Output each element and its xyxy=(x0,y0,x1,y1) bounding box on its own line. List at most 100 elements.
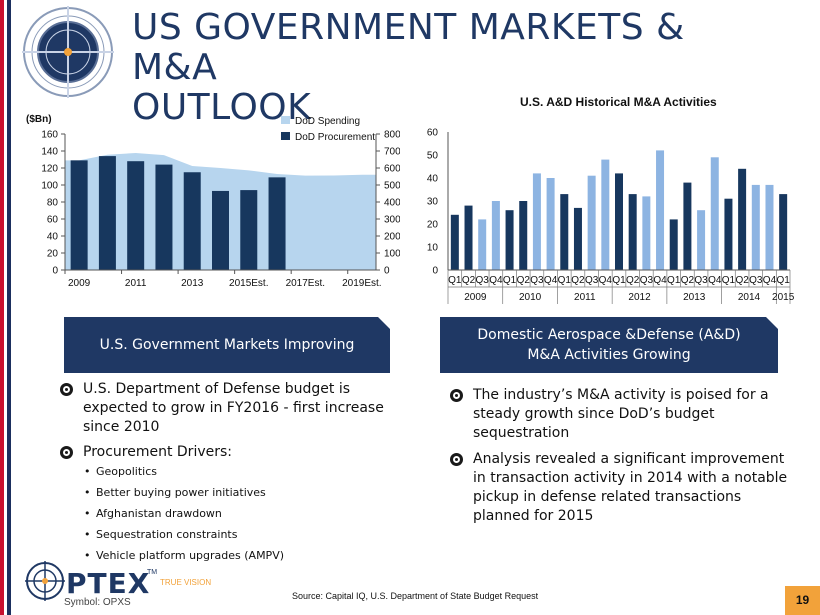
procurement-bar xyxy=(127,161,145,270)
page-title: US GOVERNMENT MARKETS & M&A OUTLOOK xyxy=(132,8,772,128)
ma-quarter-label: Q4 xyxy=(599,275,613,286)
source-note: Source: Capital IQ, U.S. Department of S… xyxy=(292,591,539,601)
ma-activity-bar xyxy=(683,182,692,270)
left-x-tick-label: 2019Est. xyxy=(342,278,381,289)
right-y-tick-label: 100 xyxy=(384,249,400,260)
ma-y-tick-label: 40 xyxy=(427,174,439,185)
procurement-bar xyxy=(98,156,116,270)
right-y-tick-label: 200 xyxy=(384,232,400,243)
ma-activity-bar xyxy=(642,196,651,270)
ma-activity-bar xyxy=(573,207,582,270)
right-y-tick-label: 600 xyxy=(384,164,400,175)
ma-quarter-label: Q1 xyxy=(503,275,517,286)
ma-year-label: 2012 xyxy=(628,292,651,303)
left-y-tick-label: 160 xyxy=(41,130,58,141)
ma-quarter-label: Q2 xyxy=(681,275,695,286)
ma-year-label: 2011 xyxy=(574,292,596,303)
ma-quarter-label: Q1 xyxy=(722,275,736,286)
procurement-bar xyxy=(155,164,173,270)
left-y-tick-label: 40 xyxy=(47,232,59,243)
left-bullet-2: Procurement Drivers: xyxy=(60,443,232,462)
procurement-bar xyxy=(212,190,229,270)
ma-activity-bar xyxy=(546,178,555,270)
left-y-tick-label: 120 xyxy=(41,164,58,175)
ma-quarter-label: Q2 xyxy=(571,275,585,286)
ma-quarter-label: Q4 xyxy=(763,275,777,286)
ma-activity-bar xyxy=(724,198,733,270)
sub-bullet-geopolitics: Geopolitics xyxy=(84,465,157,478)
left-x-tick-label: 2009 xyxy=(68,278,91,289)
ma-year-label: 2013 xyxy=(683,292,706,303)
left-x-tick-label: 2017Est. xyxy=(286,278,325,289)
logo-tagline: TRUE VISION xyxy=(160,578,212,587)
ma-year-label: 2014 xyxy=(738,292,761,303)
ma-activity-bar xyxy=(765,184,774,270)
ma-y-tick-label: 10 xyxy=(427,243,439,254)
right-b2-line2: in transaction activity in 2014 with a n… xyxy=(473,470,788,486)
ma-quarter-label: Q3 xyxy=(476,275,490,286)
right-y-tick-label: 700 xyxy=(384,147,400,158)
left-x-tick-label: 2013 xyxy=(181,278,204,289)
ma-year-label: 2009 xyxy=(464,292,487,303)
ma-quarter-label: Q1 xyxy=(776,275,790,286)
bullet-icon xyxy=(450,389,463,402)
ma-activity-bar xyxy=(669,219,678,270)
right-banner-bg xyxy=(440,317,778,373)
right-b2-line3: pickup in defense related transactions xyxy=(473,489,742,505)
right-bullet-2: Analysis revealed a significant improvem… xyxy=(450,450,787,526)
right-b1-line1: The industry’s M&A activity is poised fo… xyxy=(473,387,769,403)
ma-quarter-label: Q4 xyxy=(708,275,722,286)
crosshair-logo-icon xyxy=(22,6,114,98)
legend-procurement: DoD Procurement xyxy=(295,132,375,143)
right-y-tick-label: 400 xyxy=(384,198,400,209)
right-y-tick-label: 300 xyxy=(384,215,400,226)
ma-quarter-label: Q2 xyxy=(517,275,531,286)
left-y-tick-label: 100 xyxy=(41,181,58,192)
ma-quarter-label: Q1 xyxy=(558,275,572,286)
dod-chart: 0 20 40 60 80 100 120 140 160 0 100 200 300 400 500 60… xyxy=(26,114,400,289)
ma-quarter-label: Q1 xyxy=(667,275,681,286)
ma-quarter-label: Q2 xyxy=(626,275,640,286)
left-b1-line3: since 2010 xyxy=(83,419,160,435)
ticker-symbol: Symbol: OPXS xyxy=(64,597,131,608)
ma-year-label: 2015 xyxy=(772,292,795,303)
ma-activity-bar xyxy=(587,175,596,270)
sub-bullet-sequestration: Sequestration constraints xyxy=(84,528,238,541)
ma-quarter-label: Q4 xyxy=(544,275,558,286)
ma-activity-bar xyxy=(710,157,719,270)
right-b1-line2: steady growth since DoD’s budget xyxy=(473,406,715,422)
right-y-tick-label: 800 xyxy=(384,130,400,141)
ma-quarter-label: Q3 xyxy=(640,275,654,286)
sub-bullet-buying-power: Better buying power initiatives xyxy=(84,486,266,499)
ma-activity-bar xyxy=(450,214,459,270)
bullet-icon xyxy=(450,453,463,466)
ma-activity-bar xyxy=(478,219,487,270)
ma-activity-bar xyxy=(532,173,541,270)
left-y-tick-label: 60 xyxy=(47,215,59,226)
bullet-icon xyxy=(60,383,73,396)
sub-bullet-afghanistan: Afghanistan drawdown xyxy=(84,507,222,520)
ma-activity-bar xyxy=(601,159,610,270)
ma-y-tick-label: 0 xyxy=(432,266,438,277)
ma-activity-bar xyxy=(491,201,500,270)
ma-activity-bar xyxy=(519,201,528,270)
bullet-icon xyxy=(60,446,73,459)
legend-swatch-procurement xyxy=(281,132,290,140)
ma-activity-bar xyxy=(505,210,514,270)
left-chart-ylabel: ($Bn) xyxy=(26,114,52,125)
right-y-tick-label: 500 xyxy=(384,181,400,192)
left-x-tick-label: 2011 xyxy=(125,278,147,289)
left-b1-line2: expected to grow in FY2016 - first incre… xyxy=(83,400,384,416)
right-banner-line1: Domestic Aerospace &Defense (A&D) xyxy=(477,327,741,343)
left-b1-line1: U.S. Department of Defense budget is xyxy=(83,381,351,397)
right-bullet-1: The industry’s M&A activity is poised fo… xyxy=(450,386,769,443)
ma-activity-bar xyxy=(560,194,569,270)
ma-activity-bar xyxy=(738,168,747,270)
ma-quarter-label: Q3 xyxy=(694,275,708,286)
left-banner-text: U.S. Government Markets Improving xyxy=(99,337,355,353)
ma-quarter-label: Q3 xyxy=(530,275,544,286)
ma-quarter-label: Q4 xyxy=(653,275,667,286)
left-b2-text: Procurement Drivers: xyxy=(83,444,232,460)
ma-y-tick-label: 20 xyxy=(427,220,439,231)
